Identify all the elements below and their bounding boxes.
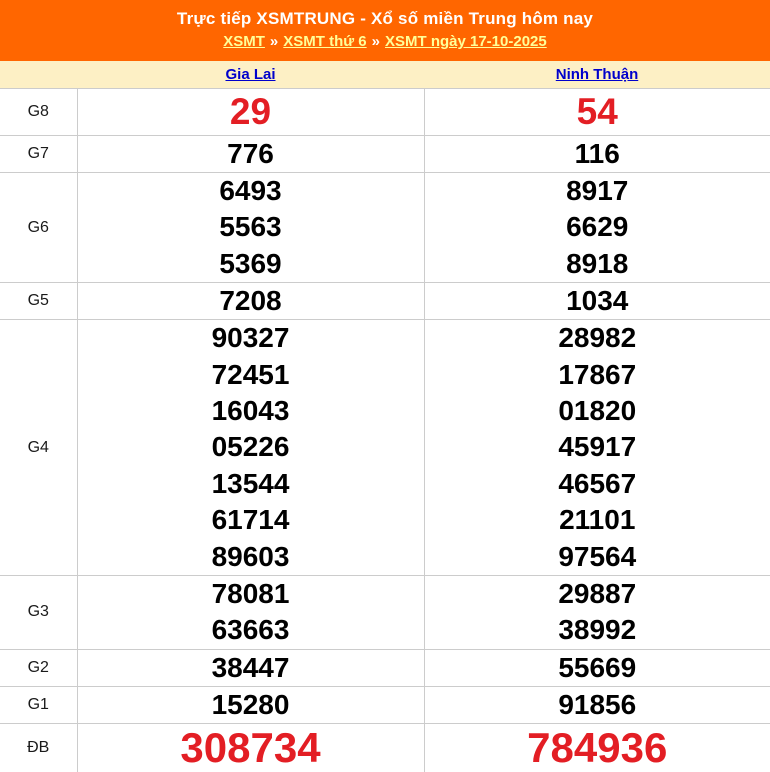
page-title: Trực tiếp XSMTRUNG - Xổ số miền Trung hô… (0, 9, 770, 29)
prize-label-g4: G4 (0, 320, 77, 576)
result-number: 46567 (425, 466, 770, 502)
result-number: 15280 (78, 687, 424, 723)
breadcrumb-link-xsmt-date[interactable]: XSMT ngày 17-10-2025 (385, 33, 547, 50)
result-cell-g2-ninh-thuan: 55669 (424, 649, 770, 686)
result-cell-g8-gia-lai: 29 (77, 89, 424, 136)
result-cell-g1-ninh-thuan: 91856 (424, 686, 770, 723)
prize-label-g2: G2 (0, 649, 77, 686)
result-cell-g7-ninh-thuan: 116 (424, 136, 770, 173)
result-number: 54 (425, 90, 770, 134)
breadcrumb-separator: » (270, 33, 278, 50)
province-header-gia-lai: Gia Lai (77, 61, 424, 89)
result-number: 91856 (425, 687, 770, 723)
result-number: 89603 (78, 539, 424, 575)
table-row-g1: G1 15280 91856 (0, 686, 770, 723)
result-cell-g3-gia-lai: 78081 63663 (77, 575, 424, 649)
table-row-g6: G6 6493 5563 5369 8917 6629 8918 (0, 173, 770, 283)
result-number: 776 (78, 136, 424, 172)
result-number: 17867 (425, 357, 770, 393)
result-number: 72451 (78, 357, 424, 393)
result-number: 21101 (425, 502, 770, 538)
table-row-g2: G2 38447 55669 (0, 649, 770, 686)
province-header-row: Gia Lai Ninh Thuận (0, 61, 770, 89)
prize-label-g1: G1 (0, 686, 77, 723)
table-row-db: ĐB 308734 784936 (0, 723, 770, 772)
result-number: 116 (425, 136, 770, 172)
results-table: Gia Lai Ninh Thuận G8 29 54 G7 776 116 G… (0, 61, 770, 772)
result-cell-g7-gia-lai: 776 (77, 136, 424, 173)
result-number: 29 (78, 90, 424, 134)
result-number: 97564 (425, 539, 770, 575)
result-number: 784936 (425, 724, 770, 772)
result-number: 16043 (78, 393, 424, 429)
result-number: 63663 (78, 612, 424, 648)
result-number: 38447 (78, 650, 424, 686)
breadcrumb-link-xsmt-thu-6[interactable]: XSMT thứ 6 (283, 33, 366, 50)
result-number: 7208 (78, 283, 424, 319)
prize-label-g7: G7 (0, 136, 77, 173)
prize-column-header (0, 61, 77, 89)
page-header: Trực tiếp XSMTRUNG - Xổ số miền Trung hô… (0, 0, 770, 61)
result-cell-g6-ninh-thuan: 8917 6629 8918 (424, 173, 770, 283)
table-row-g5: G5 7208 1034 (0, 283, 770, 320)
prize-label-g5: G5 (0, 283, 77, 320)
result-number: 55669 (425, 650, 770, 686)
result-number: 01820 (425, 393, 770, 429)
result-number: 05226 (78, 429, 424, 465)
result-number: 38992 (425, 612, 770, 648)
result-number: 29887 (425, 576, 770, 612)
result-number: 45917 (425, 429, 770, 465)
result-number: 90327 (78, 320, 424, 356)
result-cell-g4-ninh-thuan: 28982 17867 01820 45917 46567 21101 9756… (424, 320, 770, 576)
prize-label-g6: G6 (0, 173, 77, 283)
result-cell-g1-gia-lai: 15280 (77, 686, 424, 723)
result-cell-g8-ninh-thuan: 54 (424, 89, 770, 136)
table-row-g3: G3 78081 63663 29887 38992 (0, 575, 770, 649)
result-number: 13544 (78, 466, 424, 502)
result-number: 8918 (425, 246, 770, 282)
result-number: 6629 (425, 209, 770, 245)
table-row-g4: G4 90327 72451 16043 05226 13544 61714 8… (0, 320, 770, 576)
prize-label-db: ĐB (0, 723, 77, 772)
province-link-ninh-thuan[interactable]: Ninh Thuận (556, 66, 639, 83)
result-cell-g3-ninh-thuan: 29887 38992 (424, 575, 770, 649)
table-row-g8: G8 29 54 (0, 89, 770, 136)
result-number: 78081 (78, 576, 424, 612)
result-cell-g5-ninh-thuan: 1034 (424, 283, 770, 320)
province-header-ninh-thuan: Ninh Thuận (424, 61, 770, 89)
result-number: 8917 (425, 173, 770, 209)
result-number: 308734 (78, 724, 424, 772)
result-number: 5563 (78, 209, 424, 245)
result-number: 6493 (78, 173, 424, 209)
prize-label-g3: G3 (0, 575, 77, 649)
result-number: 5369 (78, 246, 424, 282)
breadcrumb-link-xsmt[interactable]: XSMT (223, 33, 265, 50)
result-cell-g5-gia-lai: 7208 (77, 283, 424, 320)
result-number: 61714 (78, 502, 424, 538)
result-number: 1034 (425, 283, 770, 319)
prize-label-g8: G8 (0, 89, 77, 136)
breadcrumb: XSMT » XSMT thứ 6 » XSMT ngày 17-10-2025 (0, 33, 770, 51)
result-cell-db-gia-lai: 308734 (77, 723, 424, 772)
table-row-g7: G7 776 116 (0, 136, 770, 173)
result-cell-g4-gia-lai: 90327 72451 16043 05226 13544 61714 8960… (77, 320, 424, 576)
result-cell-g2-gia-lai: 38447 (77, 649, 424, 686)
province-link-gia-lai[interactable]: Gia Lai (225, 66, 275, 83)
result-cell-db-ninh-thuan: 784936 (424, 723, 770, 772)
breadcrumb-separator: » (372, 33, 380, 50)
result-number: 28982 (425, 320, 770, 356)
result-cell-g6-gia-lai: 6493 5563 5369 (77, 173, 424, 283)
